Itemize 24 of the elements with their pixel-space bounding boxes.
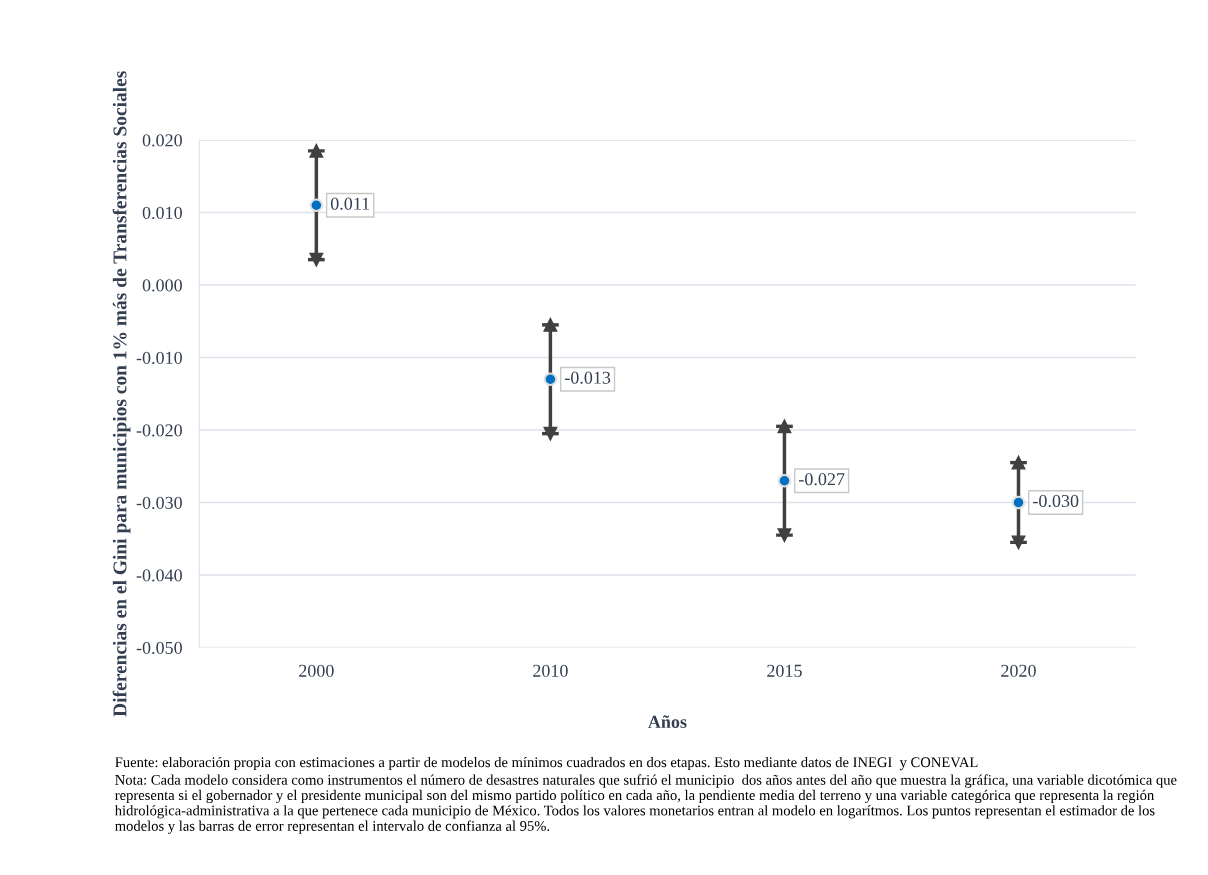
x-tick-label: 2000 — [299, 664, 334, 677]
text: -0.030 — [1033, 494, 1079, 508]
point — [1011, 495, 1026, 510]
y-tick-label: -0.030 — [136, 496, 182, 510]
y-tick-label: 0.000 — [142, 279, 182, 292]
y-tick-label: -0.010 — [136, 351, 182, 365]
x-tick-label: 2020 — [1001, 664, 1036, 677]
x-axis-title: Años — [648, 715, 687, 728]
point — [543, 372, 558, 387]
y-axis-title: Diferencias en el Gini para municipios con 1% más de Transferencias Sociales — [112, 71, 131, 717]
text: -0.027 — [799, 473, 845, 486]
y-tick-label: 0.010 — [142, 206, 182, 220]
source-note: Fuente: elaboración propia con estimaciones a partir de modelos de mínimos cuadrados en dos etapas. Esto mediante datos de INEGI y CONEVAL — [115, 756, 978, 771]
y-tick-label: -0.040 — [136, 569, 182, 582]
text: -0.013 — [564, 371, 611, 384]
y-tick-label: -0.050 — [136, 641, 182, 655]
text: Nota: Cada modelo considera como instrumentos el número de desastres naturales que sufrió el municipio dos años antes del año que muestra la gráfica, una variable dicotómica que representa si el gobernador y el presidente municipal son del mismo partido político en cada año, la pendiente media del terreno y una variable categórica que representa la región hidrológica-administrativa a la que pertenece cada municipio de México. Todos los valores monetarios entran al modelo en logarítmos. Los puntos representan el estimador de los modelos y las barras de error representan el intervalo de confianza al 95%. — [114, 774, 1177, 834]
point — [777, 473, 792, 488]
x-tick-label: 2010 — [533, 664, 568, 677]
y-tick-label: 0.020 — [142, 134, 182, 147]
point — [309, 198, 324, 213]
y-tick-label: -0.020 — [136, 424, 182, 437]
text: 0.011 — [330, 197, 370, 210]
x-tick-label: 2015 — [767, 664, 802, 677]
